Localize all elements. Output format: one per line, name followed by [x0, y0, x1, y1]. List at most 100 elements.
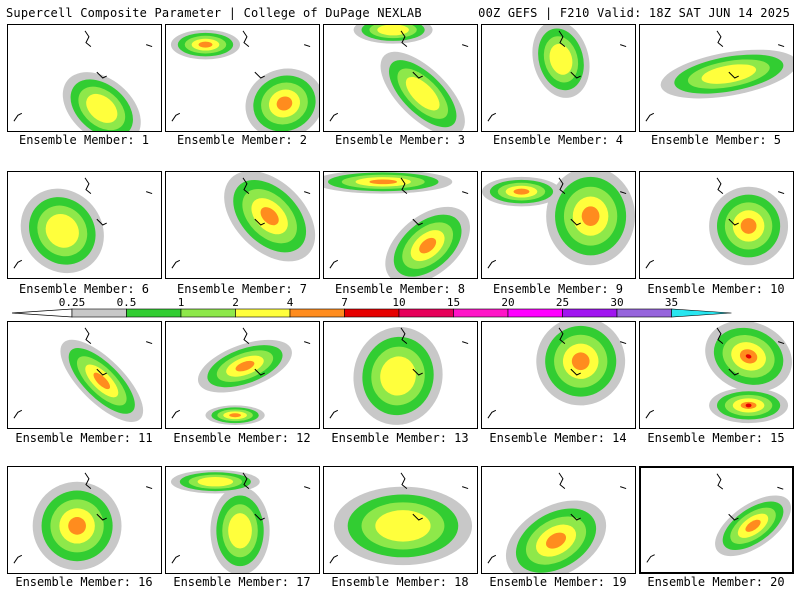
coastline-outline — [412, 218, 423, 226]
ensemble-map-panel-9[interactable] — [481, 171, 636, 279]
legend-color-swatch — [562, 308, 618, 318]
scp-contour-fill — [581, 206, 600, 226]
coastline-outline — [84, 177, 92, 194]
ensemble-member-label: Ensemble Member: 15 — [647, 431, 785, 445]
ensemble-member-label: Ensemble Member: 10 — [647, 282, 785, 296]
legend-color-swatch — [507, 308, 563, 318]
ensemble-map-panel-18[interactable] — [323, 466, 478, 574]
coastline-outline — [13, 259, 23, 269]
scp-contour-map — [13, 472, 153, 571]
scp-contour-map — [329, 472, 473, 566]
coastline-outline — [570, 218, 581, 226]
scp-contour-map — [482, 172, 635, 269]
scp-contour-map — [329, 327, 469, 425]
coastline-outline — [171, 259, 181, 269]
ensemble-member-label: Ensemble Member: 7 — [176, 282, 308, 296]
ensemble-map-panel-19[interactable] — [481, 466, 636, 574]
ensemble-member-label: Ensemble Member: 2 — [176, 133, 308, 147]
ensemble-member-label: Ensemble Member: 3 — [334, 133, 466, 147]
ensemble-map-panel-11[interactable] — [7, 321, 162, 429]
scp-contour-map — [13, 177, 153, 274]
coastline-outline — [13, 409, 23, 419]
coastline-outline — [400, 472, 408, 489]
ensemble-member-label: Ensemble Member: 20 — [647, 575, 785, 589]
legend-tick-label: 15 — [447, 296, 460, 309]
valid-time: 00Z GEFS | F210 Valid: 18Z SAT JUN 14 20… — [478, 6, 790, 20]
scp-contour-fill — [86, 93, 118, 123]
ensemble-map-panel-15[interactable] — [639, 321, 794, 429]
ensemble-map-panel-14[interactable] — [481, 321, 636, 429]
legend-lower-arrow — [11, 308, 73, 318]
ensemble-member-label: Ensemble Member: 14 — [489, 431, 627, 445]
ensemble-member-label: Ensemble Member: 13 — [331, 431, 469, 445]
coastline-outline — [645, 112, 655, 122]
scp-contour-map — [646, 473, 791, 563]
ensemble-member-label: Ensemble Member: 12 — [173, 431, 311, 445]
scp-contour-fill — [197, 477, 234, 487]
coastline-outline — [620, 486, 627, 490]
legend-color-swatch — [289, 308, 345, 318]
scp-contour-fill — [198, 41, 213, 48]
scp-contour-fill — [235, 360, 255, 372]
legend-tick-label: 25 — [556, 296, 569, 309]
scp-contour-fill — [229, 413, 242, 418]
coastline-outline — [254, 368, 265, 376]
ensemble-map-panel-7[interactable] — [165, 171, 320, 279]
ensemble-map-panel-13[interactable] — [323, 321, 478, 429]
scp-contour-map — [171, 172, 316, 269]
legend-color-swatch — [71, 308, 127, 318]
ensemble-map-panel-8[interactable] — [323, 171, 478, 279]
ensemble-member-label: Ensemble Member: 18 — [331, 575, 469, 589]
scp-contour-fill — [260, 207, 279, 226]
coastline-outline — [412, 513, 423, 521]
scp-contour-map — [324, 172, 470, 278]
coastline-outline — [329, 409, 339, 419]
ensemble-map-panel-1[interactable] — [7, 24, 162, 132]
coastline-outline — [242, 177, 250, 194]
coastline-outline — [254, 71, 265, 79]
ensemble-map-panel-2[interactable] — [165, 24, 320, 132]
scp-contour-map — [170, 29, 319, 131]
scp-contour-map — [487, 322, 627, 419]
ensemble-map-panel-20[interactable] — [639, 466, 794, 574]
ensemble-map-panel-3[interactable] — [323, 24, 478, 132]
coastline-outline — [242, 327, 250, 344]
coastline-outline — [146, 44, 153, 48]
legend-tick-label: 7 — [341, 296, 348, 309]
coastline-outline — [487, 112, 497, 122]
coastline-outline — [728, 513, 739, 521]
scp-contour-fill — [701, 64, 757, 84]
legend-tick-label: 1 — [178, 296, 185, 309]
coastline-outline — [462, 191, 469, 195]
legend-tick-label: 30 — [610, 296, 623, 309]
scp-contour-map — [170, 469, 311, 573]
ensemble-member-label: Ensemble Member: 6 — [18, 282, 150, 296]
ensemble-map-panel-5[interactable] — [639, 24, 794, 132]
scp-contour-map — [645, 322, 792, 424]
ensemble-map-panel-16[interactable] — [7, 466, 162, 574]
scp-contour-map — [171, 327, 311, 426]
coastline-outline — [487, 259, 497, 269]
scp-contour-fill — [369, 179, 398, 185]
scp-contour-fill — [276, 96, 293, 111]
scp-contour-fill — [375, 510, 431, 542]
coastline-outline — [254, 513, 265, 521]
coastline-outline — [487, 554, 497, 564]
ensemble-map-panel-10[interactable] — [639, 171, 794, 279]
ensemble-map-panel-12[interactable] — [165, 321, 320, 429]
coastline-outline — [329, 554, 339, 564]
coastline-outline — [412, 71, 423, 79]
legend-color-swatch — [344, 308, 400, 318]
scp-contour-fill — [377, 25, 409, 36]
ensemble-map-panel-4[interactable] — [481, 24, 636, 132]
coastline-outline — [728, 218, 739, 226]
scp-contour-fill — [571, 352, 590, 371]
ensemble-map-panel-17[interactable] — [165, 466, 320, 574]
coastline-outline — [13, 112, 23, 122]
coastline-outline — [254, 218, 265, 226]
coastline-outline — [645, 259, 655, 269]
ensemble-map-panel-6[interactable] — [7, 171, 162, 279]
scp-contour-fill — [745, 354, 752, 359]
coastline-outline — [146, 191, 153, 195]
legend-color-swatch — [235, 308, 291, 318]
